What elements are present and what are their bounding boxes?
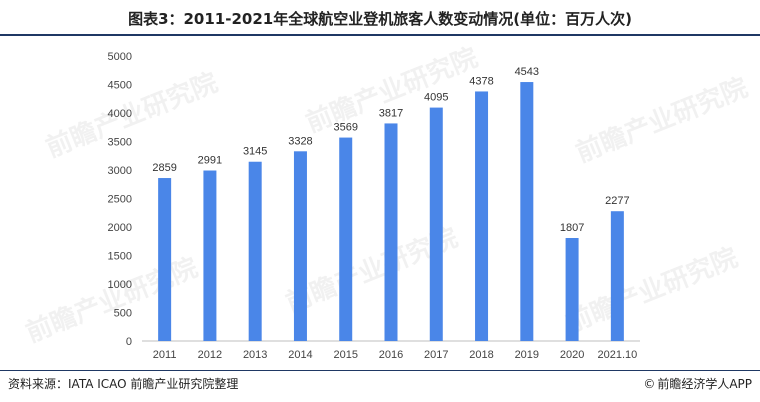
data-label: 4095 (424, 92, 448, 104)
title-divider (0, 34, 760, 36)
data-label: 4543 (515, 66, 539, 78)
y-tick-label: 4000 (108, 108, 132, 120)
data-label: 3328 (288, 135, 312, 147)
brand-credit: © 前瞻经济学人APP (643, 375, 752, 392)
x-tick-label: 2013 (243, 349, 267, 361)
data-label: 3817 (379, 107, 403, 119)
x-tick-label: 2020 (560, 349, 584, 361)
bar (384, 123, 398, 341)
footer-divider (0, 370, 760, 371)
y-tick-label: 2500 (108, 194, 132, 206)
x-tick-label: 2011 (153, 349, 177, 361)
bar (203, 170, 217, 341)
x-tick-label: 2019 (515, 349, 539, 361)
bar (429, 107, 443, 342)
bar (565, 238, 579, 341)
bar (520, 82, 534, 341)
bar-chart: 0 500 1000 1500 2000 2500 3000 3500 4000 4500 5000… (108, 51, 640, 361)
data-label: 3145 (243, 146, 267, 158)
data-label: 1807 (560, 222, 584, 234)
data-label: 2859 (152, 162, 176, 174)
y-tick-label: 0 (126, 336, 132, 348)
data-label: 2277 (605, 195, 629, 207)
y-tick-label: 1500 (108, 251, 132, 263)
bar (293, 151, 307, 341)
bar (158, 178, 172, 341)
x-tick-label: 2018 (469, 349, 493, 361)
source-note: 资料来源：IATA ICAO 前瞻产业研究院整理 (8, 377, 239, 391)
data-label: 4378 (469, 75, 493, 87)
x-tick-label: 2012 (198, 349, 222, 361)
chart-title: 图表3：2011-2021年全球航空业登机旅客人数变动情况(单位：百万人次) (128, 10, 632, 28)
y-tick-label: 2000 (108, 222, 132, 234)
bar (610, 211, 624, 341)
x-tick-label: 2021.10 (597, 349, 637, 361)
copyright-icon: © (643, 377, 656, 391)
brand-name: 前瞻经济学人APP (657, 377, 752, 391)
bar (475, 91, 489, 341)
y-tick-label: 4500 (108, 80, 132, 92)
y-tick-label: 500 (114, 308, 132, 320)
y-tick-label: 1000 (108, 279, 132, 291)
x-tick-label: 2014 (288, 349, 312, 361)
y-tick-label: 5000 (108, 51, 132, 63)
data-label: 3569 (333, 122, 357, 134)
x-tick-label: 2017 (424, 349, 448, 361)
data-label: 2991 (198, 155, 222, 167)
y-tick-label: 3000 (108, 165, 132, 177)
x-tick-label: 2016 (379, 349, 403, 361)
bar (248, 161, 262, 341)
y-tick-label: 3500 (108, 137, 132, 149)
bar (339, 137, 353, 341)
x-tick-label: 2015 (333, 349, 357, 361)
